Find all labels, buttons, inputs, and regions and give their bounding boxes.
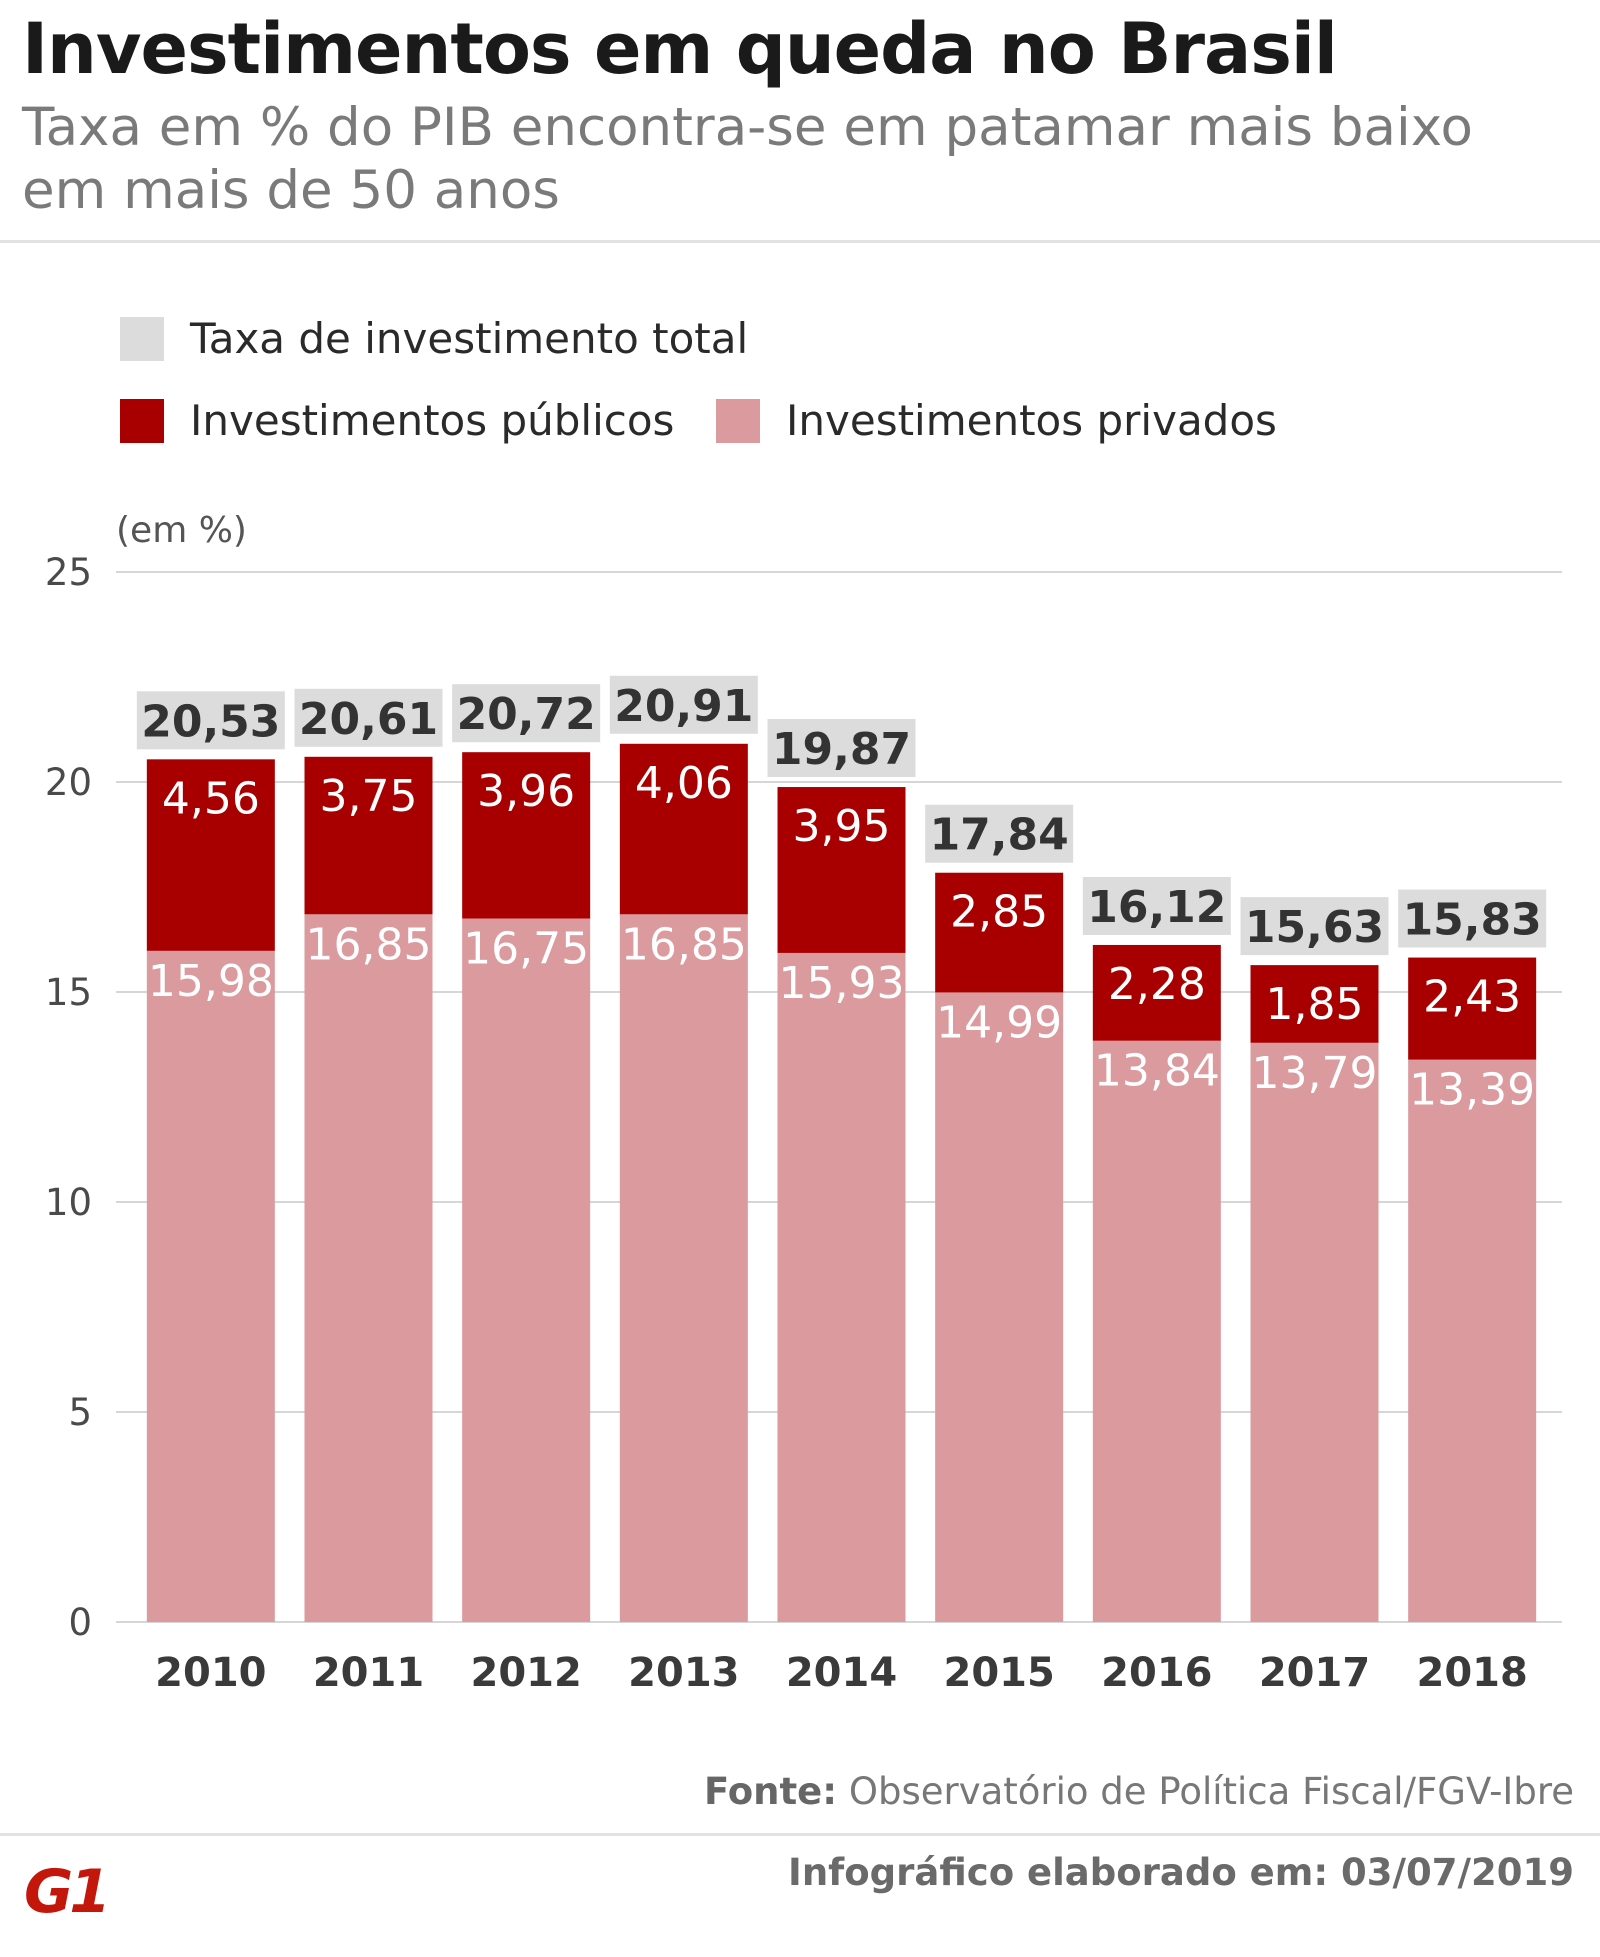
bar-public-2018 — [1408, 957, 1537, 1060]
legend-label-private: Investimentos privados — [786, 396, 1277, 445]
total-label-2018: 15,83 — [1403, 895, 1542, 946]
total-label-box-2013 — [609, 675, 758, 734]
x-tick-label-2013: 2013 — [628, 1650, 739, 1696]
x-tick-label-2014: 2014 — [786, 1650, 897, 1696]
private-label-2013: 16,85 — [621, 919, 747, 970]
total-label-2012: 20,72 — [457, 689, 596, 740]
source-text: Observatório de Política Fiscal/FGV-Ibre — [848, 1770, 1574, 1813]
legend-label-public: Investimentos públicos — [190, 396, 675, 445]
total-label-box-2014 — [767, 719, 916, 778]
bar-public-2012 — [462, 752, 591, 919]
total-label-box-2011 — [294, 688, 443, 747]
x-tick-label-2016: 2016 — [1101, 1650, 1212, 1696]
y-tick-label-20: 20 — [45, 761, 92, 804]
bar-private-2016 — [1092, 1040, 1221, 1622]
chart-subtitle: Taxa em % do PIB encontra-se em patamar … — [22, 97, 1473, 221]
total-label-box-2016 — [1082, 876, 1231, 935]
y-axis-unit-label: (em %) — [116, 510, 247, 551]
footer-divider — [0, 1833, 1600, 1836]
legend-swatch-total — [120, 316, 164, 361]
total-label-box-2012 — [452, 684, 601, 743]
private-label-2012: 16,75 — [463, 924, 589, 975]
chart-title: Investimentos em queda no Brasil — [22, 8, 1338, 90]
bar-labels: 20,53 4,56 15,98 2010 20,61 3,75 16,85 2011 20,7… — [136, 675, 1547, 1696]
total-label-2017: 15,63 — [1245, 902, 1384, 953]
x-tick-label-2015: 2015 — [944, 1650, 1055, 1696]
public-label-2014: 3,95 — [793, 801, 891, 852]
y-tick-label-10: 10 — [45, 1181, 92, 1224]
total-label-2014: 19,87 — [772, 724, 911, 775]
bar-public-2016 — [1092, 944, 1221, 1041]
legend-item-public: Investimentos públicos — [120, 396, 674, 445]
x-tick-label-2012: 2012 — [471, 1650, 582, 1696]
bar-private-2018 — [1408, 1059, 1537, 1622]
total-label-2011: 20,61 — [299, 694, 438, 745]
x-tick-label-2017: 2017 — [1259, 1650, 1370, 1696]
legend-item-private: Investimentos privados — [716, 396, 1277, 445]
bar-private-2011 — [304, 914, 433, 1622]
bar-private-2013 — [619, 914, 748, 1622]
legend-item-total: Taxa de investimento total — [120, 314, 748, 363]
header-divider — [0, 240, 1600, 243]
private-label-2015: 14,99 — [936, 997, 1062, 1048]
bar-private-2017 — [1250, 1042, 1379, 1622]
private-label-2010: 15,98 — [148, 956, 274, 1007]
total-label-2016: 16,12 — [1087, 882, 1226, 933]
total-label-2015: 17,84 — [930, 810, 1069, 861]
x-tick-label-2011: 2011 — [313, 1650, 424, 1696]
total-label-2010: 20,53 — [141, 696, 280, 747]
y-tick-label-0: 0 — [68, 1601, 92, 1644]
private-label-2016: 13,84 — [1094, 1046, 1220, 1097]
public-label-2015: 2,85 — [950, 887, 1048, 938]
public-label-2017: 1,85 — [1266, 979, 1364, 1030]
source-note: Fonte: Observatório de Política Fiscal/F… — [704, 1770, 1574, 1813]
x-tick-label-2018: 2018 — [1417, 1650, 1528, 1696]
total-label-box-2015 — [925, 804, 1074, 863]
bars — [146, 743, 1537, 1622]
bar-private-2010 — [146, 950, 275, 1622]
y-tick-label-15: 15 — [45, 971, 92, 1014]
public-label-2016: 2,28 — [1108, 959, 1206, 1010]
bar-private-2012 — [462, 918, 591, 1622]
private-label-2011: 16,85 — [306, 919, 432, 970]
credit-note: Infográfico elaborado em: 03/07/2019 — [788, 1851, 1574, 1894]
legend-swatch-private — [716, 398, 760, 443]
bar-public-2010 — [146, 759, 275, 951]
public-label-2018: 2,43 — [1423, 972, 1521, 1023]
bar-public-2014 — [777, 787, 906, 953]
public-label-2010: 4,56 — [162, 773, 260, 824]
g1-logo: G1 — [24, 1862, 111, 1918]
y-tick-label-5: 5 — [68, 1391, 92, 1434]
public-label-2012: 3,96 — [477, 766, 575, 817]
stacked-bar-chart: (em %) 0 5 10 15 20 25 20,53 4,56 15,98 2010 20,6… — [45, 510, 1562, 1696]
public-label-2013: 4,06 — [635, 758, 733, 809]
legend-label-total: Taxa de investimento total — [190, 314, 749, 363]
legend-swatch-public — [120, 398, 164, 443]
total-label-box-2017 — [1240, 897, 1389, 956]
bar-public-2013 — [619, 743, 748, 915]
private-label-2014: 15,93 — [779, 958, 905, 1009]
bar-public-2015 — [935, 872, 1064, 993]
private-label-2018: 13,39 — [1409, 1065, 1535, 1116]
total-label-2013: 20,91 — [614, 681, 753, 732]
x-tick-label-2010: 2010 — [155, 1650, 266, 1696]
total-label-box-2010 — [136, 691, 285, 750]
private-label-2017: 13,79 — [1252, 1048, 1378, 1099]
bar-private-2014 — [777, 952, 906, 1622]
g1-logo-text: G1 — [24, 1862, 107, 1918]
bar-public-2011 — [304, 756, 433, 915]
bar-private-2015 — [935, 992, 1064, 1622]
bar-public-2017 — [1250, 965, 1379, 1043]
source-prefix: Fonte: — [703, 1770, 838, 1813]
public-label-2011: 3,75 — [320, 771, 418, 822]
total-label-box-2018 — [1398, 889, 1547, 948]
y-tick-label-25: 25 — [45, 551, 92, 594]
